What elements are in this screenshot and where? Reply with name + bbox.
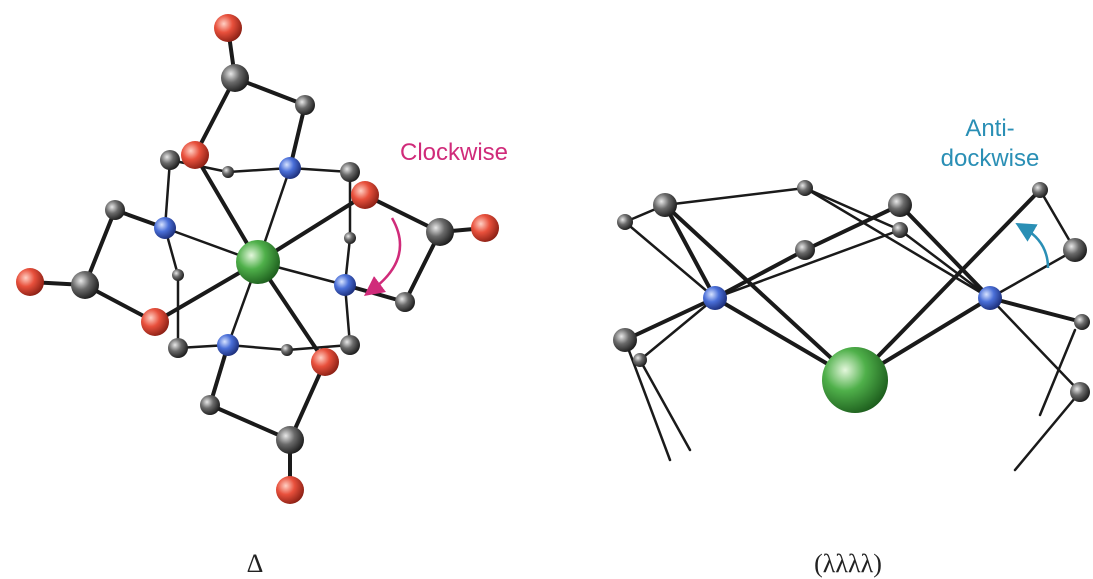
oxygen-atom [351,181,379,209]
carbon-atom [426,218,454,246]
carbon-atom [1063,238,1087,262]
carbon-atom [797,180,813,196]
carbon-atom [222,166,234,178]
carbon-atom [168,338,188,358]
carbon-atom [105,200,125,220]
nitrogen-atom [334,274,356,296]
left-molecule: Clockwise Δ [16,14,508,578]
caption: Δ [247,549,264,578]
carbon-atom [200,395,220,415]
nitrogen-atom [703,286,727,310]
oxygen-atom [16,268,44,296]
carbon-atom [221,64,249,92]
caption: (λλλλ) [814,549,882,578]
carbon-atom [633,353,647,367]
carbon-atom [1070,382,1090,402]
carbon-atom [71,271,99,299]
bonds [625,188,1082,470]
oxygen-atom [181,141,209,169]
anticlockwise-arrow [1024,228,1048,268]
carbon-atom [395,292,415,312]
carbon-atom [172,269,184,281]
carbon-atom [340,162,360,182]
nitrogen-atom [217,334,239,356]
carbon-atom [613,328,637,352]
oxygen-atom [471,214,499,242]
carbon-atom [795,240,815,260]
oxygen-atom [276,476,304,504]
carbon-atom [295,95,315,115]
nitrogen-atom [154,217,176,239]
carbon-atom [888,193,912,217]
carbon-atom [1074,314,1090,330]
oxygen-atom [141,308,169,336]
oxygen-atom [311,348,339,376]
carbon-atom [276,426,304,454]
metal-atom [822,347,888,413]
carbon-atom [617,214,633,230]
carbon-atom [281,344,293,356]
oxygen-atom [214,14,242,42]
right-molecule: Anti- dockwise (λλλλ) [613,115,1090,578]
anticlockwise-label: Anti- [965,115,1014,142]
carbon-atom [340,335,360,355]
metal-atom [236,240,280,284]
clockwise-arrow [372,218,400,290]
carbon-atom [653,193,677,217]
diagram: Clockwise Δ [0,0,1093,579]
nitrogen-atom [279,157,301,179]
carbon-atom [160,150,180,170]
carbon-atom [344,232,356,244]
anticlockwise-label: dockwise [941,145,1040,172]
carbon-atom [1032,182,1048,198]
clockwise-label: Clockwise [400,139,508,166]
nitrogen-atom [978,286,1002,310]
carbon-atom [892,222,908,238]
